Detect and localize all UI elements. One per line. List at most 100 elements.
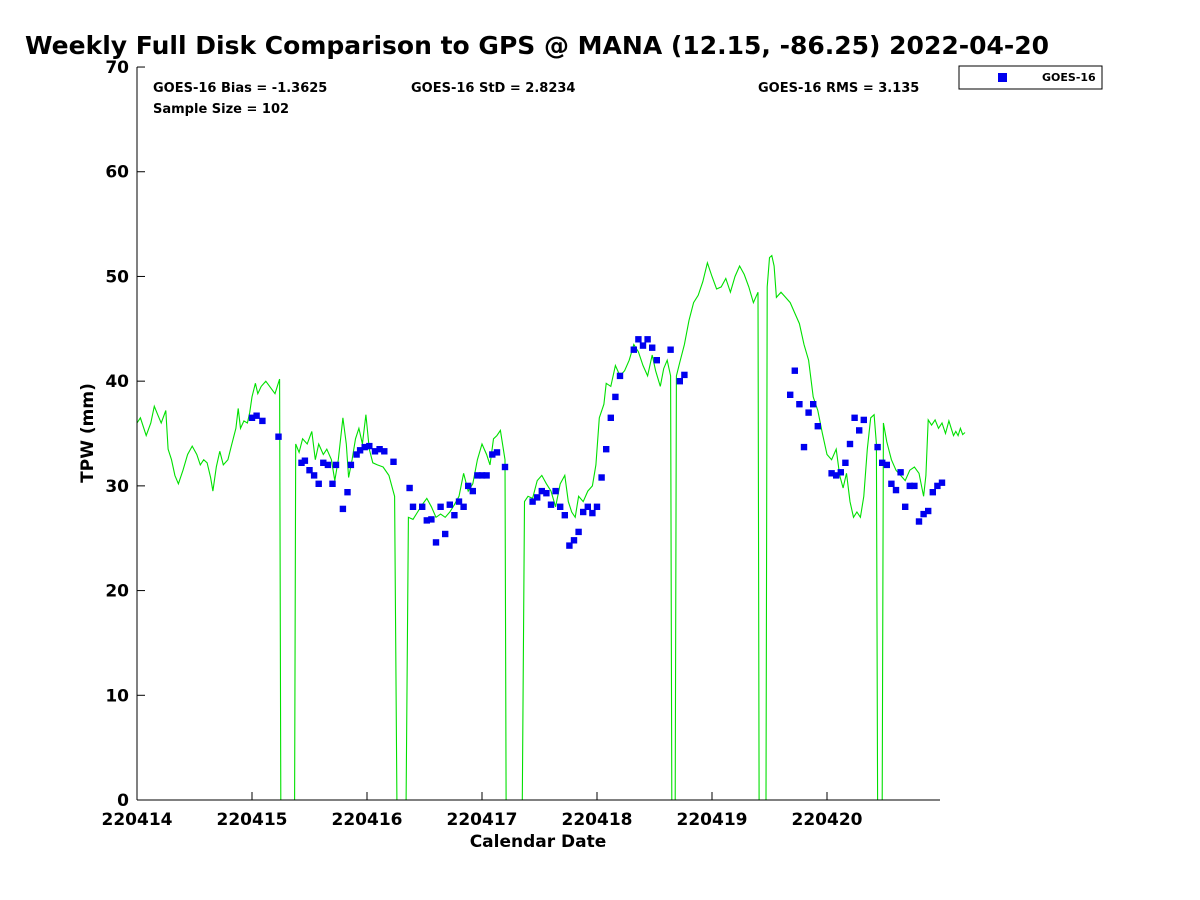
plot-background [137,67,940,800]
goes16-point [329,480,336,487]
goes16-point [796,401,803,408]
goes16-point [442,530,449,538]
goes16-point [879,459,886,466]
goes16-point [315,480,322,487]
goes16-point [557,503,564,510]
goes16-point [376,446,383,453]
goes16-point [534,494,541,501]
goes16-point [593,503,601,510]
goes16-point [547,501,555,508]
goes16-point [419,503,426,510]
goes16-point [474,472,481,479]
stats-block: GOES-16 Bias = -1.3625 GOES-16 StD = 2.8… [153,81,919,117]
goes16-point [451,512,458,519]
goes16-point [332,461,340,469]
y-axis-label: TPW (mm) [78,383,98,483]
goes16-point [543,490,550,497]
goes16-point [915,518,923,525]
goes16-point [298,459,305,466]
goes16-point [667,346,674,353]
chart-title: Weekly Full Disk Comparison to GPS @ MAN… [25,31,1049,60]
goes16-point [644,336,651,343]
goes16-point [842,459,849,466]
goes16-point [888,480,895,487]
x-axis-label: Calendar Date [470,832,607,852]
goes16-point [248,414,256,421]
goes16-point [911,482,918,490]
goes16-point [814,423,821,430]
goes16-point [483,472,490,479]
goes16-point [570,537,578,544]
goes16-point [612,393,619,401]
legend-box [958,65,1103,90]
goes16-point [347,461,355,469]
y-tick-label: 60 [105,163,129,183]
goes16-point [538,487,545,495]
goes16-point [653,357,660,364]
goes16-point [371,448,379,455]
goes16-point [589,509,596,517]
goes16-point [460,503,467,510]
goes16-point [406,484,413,492]
goes16-point [934,482,941,490]
goes16-point [833,472,840,479]
goes16-point [929,489,936,496]
goes16-point [432,539,440,546]
goes16-point [846,440,854,448]
y-tick-label: 0 [117,791,129,811]
x-axis-ticks: 220414 220415 220416 220417 220418 220419 2204… [102,792,863,830]
legend: GOES-16 [958,65,1103,90]
goes16-point [356,447,364,454]
goes16-point [938,479,946,486]
goes16-point [489,451,496,458]
goes16-point [423,517,430,524]
goes16-point [465,482,472,490]
goes16-point [603,446,610,453]
y-tick-label: 20 [105,582,129,602]
goes16-point [353,451,360,458]
goes16-point [791,367,798,374]
legend-marker-goes16 [998,73,1007,82]
goes16-point [478,472,486,479]
x-tick-label: 220415 [217,810,288,830]
goes16-point [837,469,844,476]
goes16-point [630,346,637,353]
goes16-point [639,342,647,349]
goes16-point [635,336,642,343]
goes16-point [381,448,388,455]
goes16-point [607,414,614,421]
goes16-point [253,412,260,419]
goes16-point [906,482,913,490]
goes16-point [324,461,332,469]
x-tick-label: 220414 [102,810,173,830]
goes16-point [339,505,347,513]
stat-sample-size: Sample Size = 102 [153,102,289,117]
x-tick-label: 220416 [332,810,403,830]
goes16-point [892,486,900,494]
plot-area [136,67,966,801]
goes16-series-layer [248,336,946,549]
goes16-point [584,503,591,510]
goes16-point [366,442,373,450]
goes16-point [529,498,536,505]
stat-std: GOES-16 StD = 2.8234 [411,81,575,96]
goes16-point [566,542,573,549]
y-tick-label: 70 [105,58,129,78]
goes16-point [446,501,453,508]
goes16-point [409,503,417,510]
goes16-point [275,433,282,440]
goes16-point [493,449,501,456]
goes16-point [428,516,435,523]
goes16-point [259,417,266,425]
goes16-point [552,487,559,495]
goes16-point [851,414,858,421]
goes16-point [616,372,624,380]
goes16-point [676,378,683,385]
goes16-point [580,508,587,516]
y-tick-label: 50 [105,267,129,287]
goes16-point [501,463,509,471]
x-tick-label: 220418 [562,810,633,830]
goes16-point [925,507,932,515]
goes16-point [681,371,688,379]
y-tick-label: 10 [105,686,129,706]
